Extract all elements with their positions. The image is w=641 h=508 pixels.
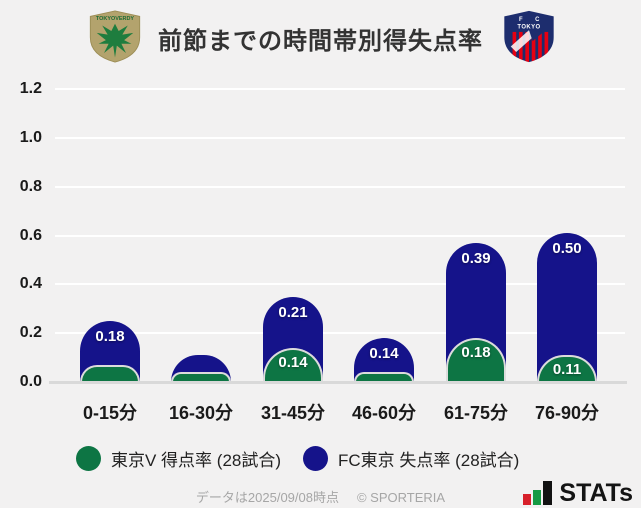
y-tick-label: 0.4 [19,275,42,292]
stats-logo-red-bar-icon [523,494,532,505]
legend-label-fctokyo: FC東京 失点率 (28試合) [338,450,520,470]
svg-text:C: C [535,17,540,23]
x-axis-category-label: 46-60分 [351,403,417,423]
grid-line [55,235,625,237]
grid-line [55,186,625,188]
footer-note: データは2025/09/08時点 © SPORTERIA [0,487,641,506]
fc-tokyo-wordmark: TOKYO [517,24,540,30]
x-axis-category-label: 31-45分 [260,403,326,423]
legend-dot-blue [303,445,328,471]
fc-tokyo-stripes [510,30,549,63]
grid-line [55,332,625,334]
bar-value-label-green: 0.18 [461,344,491,361]
data-date-note: データは2025/09/08時点 [195,490,339,505]
y-tick-label: 0.2 [19,324,42,341]
bar-value-label-green: 0.11 [552,361,582,378]
bar-segment-verdy-scored [354,372,414,382]
y-tick-label: 0.6 [19,227,42,244]
copyright: © SPORTERIA [356,490,446,505]
grid-line [55,137,625,139]
svg-text:F: F [519,17,523,23]
x-axis-category-label: 76-90分 [534,403,600,423]
x-axis-category-label: 0-15分 [82,403,138,423]
legend-dot-green [76,445,101,471]
stats-brand-logo: STATs [523,479,633,507]
bar-value-label-blue: 0.18 [95,328,125,345]
page-title: 前節までの時間帯別得失点率 [158,28,483,55]
x-axis-line [49,381,627,384]
stats-logo-black-bar-icon [543,481,553,505]
bar-segment-verdy-scored [80,365,140,382]
bar-value-label-blue: 0.50 [552,240,582,257]
legend-item-verdy: 東京V 得点率 (28試合) [76,445,281,471]
fc-tokyo-logo: F C TOKYO [504,10,554,63]
tokyo-verdy-logo: TOKYOVERDY [89,10,141,63]
bar-value-label-blue: 0.14 [369,345,399,362]
y-tick-label: 0.8 [19,178,42,195]
grid-line [55,283,625,285]
verdy-wordmark: TOKYOVERDY [96,16,135,22]
bar-segment-verdy-scored [171,372,231,382]
bar-value-label-blue: 0.21 [278,304,308,321]
grid-line [55,88,625,90]
bar-segment-verdy-scored [446,338,506,382]
x-axis-category-label: 61-75分 [443,403,509,423]
bar-value-label-green: 0.14 [278,354,308,371]
y-tick-label: 0.0 [19,373,42,390]
y-tick-label: 1.2 [19,80,42,97]
stats-logo-green-bar-icon [533,490,542,505]
bar-value-label-blue: 0.39 [461,250,491,267]
x-axis-category-label: 16-30分 [168,403,234,423]
stats-brand-text: STATs [559,479,633,507]
y-tick-label: 1.0 [19,129,42,146]
legend-item-fctokyo: FC東京 失点率 (28試合) [303,445,519,471]
legend-label-verdy: 東京V 得点率 (28試合) [111,450,282,470]
verdy-eagle-icon [96,23,134,58]
